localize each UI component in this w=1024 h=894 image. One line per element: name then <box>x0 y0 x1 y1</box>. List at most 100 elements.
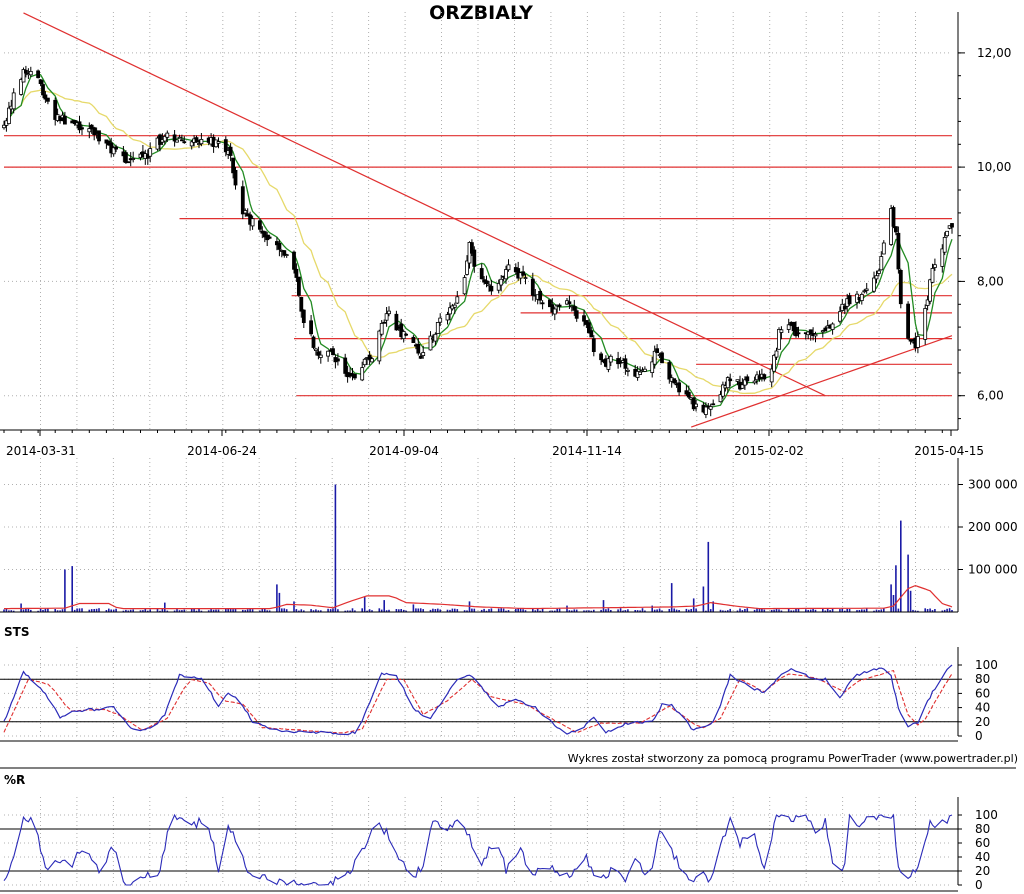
candle-body <box>898 269 903 305</box>
candle-body <box>379 322 384 335</box>
candle-body <box>677 382 681 393</box>
candle-body <box>925 299 930 306</box>
candle-body <box>445 314 450 321</box>
candle-body <box>589 330 594 338</box>
candle-body <box>830 323 835 330</box>
sts-signal-line <box>3 669 953 734</box>
candle-body <box>496 282 501 291</box>
candle-body <box>182 141 187 144</box>
candle-body <box>745 376 750 382</box>
candle-body <box>823 327 828 332</box>
candle-body <box>506 264 511 271</box>
candle-body <box>2 124 6 129</box>
candle-body <box>667 362 672 380</box>
y-tick-label: 80 <box>975 822 990 836</box>
candle-body <box>267 236 272 239</box>
axes-layer: 2014-03-31 2014-06-24 2014-09-04 2014-11-14… <box>0 12 1018 892</box>
candle-body <box>189 141 194 147</box>
candle-body <box>638 371 642 375</box>
candle-body <box>435 321 440 334</box>
candle-body <box>335 358 340 362</box>
candle-body <box>465 260 469 275</box>
candle-body <box>772 354 776 372</box>
candle-body <box>923 308 928 340</box>
x-tick-label: 2014-11-14 <box>552 444 622 458</box>
candle-body <box>233 169 238 186</box>
candle-body <box>874 275 879 280</box>
y-tick-label: 100 000 <box>968 563 1018 577</box>
x-tick-label: 2015-04-15 <box>914 444 984 458</box>
candle-body <box>660 352 664 364</box>
candle-body <box>77 121 82 131</box>
candle-body <box>58 116 62 122</box>
candle-body <box>643 368 647 372</box>
candle-body <box>752 380 757 384</box>
candle-body <box>367 354 372 360</box>
candle-body <box>284 254 289 257</box>
candle-body <box>691 397 696 410</box>
candle-body <box>655 348 659 354</box>
y-tick-label: 60 <box>975 686 990 700</box>
y-tick-label: 40 <box>975 850 990 864</box>
candle-body <box>243 210 248 214</box>
candle-body <box>7 107 11 124</box>
candle-body <box>416 343 421 354</box>
y-tick-label: 12,00 <box>977 46 1011 60</box>
candle-body <box>23 69 28 74</box>
x-tick-label: 2015-02-02 <box>734 444 804 458</box>
candle-body <box>404 333 409 336</box>
candle-body <box>842 306 847 310</box>
candle-body <box>352 373 357 379</box>
candle-body <box>292 251 296 270</box>
candle-body <box>950 223 954 228</box>
candle-body <box>257 220 262 230</box>
williams-r-panel-label: %R <box>4 773 25 787</box>
trend-line <box>691 335 953 428</box>
candle-body <box>411 336 416 343</box>
candle-body <box>933 264 937 268</box>
x-tick-label: 2014-09-04 <box>369 444 439 458</box>
candle-body <box>387 310 391 315</box>
candle-body <box>838 311 842 322</box>
candle-body <box>879 256 884 271</box>
candle-body <box>616 358 620 365</box>
candle-body <box>172 134 177 142</box>
candle-body <box>743 379 747 386</box>
candle-body <box>762 374 767 380</box>
candle-body <box>294 268 299 278</box>
candle-body <box>126 161 131 164</box>
candle-body <box>557 304 562 307</box>
candle-body <box>41 84 45 96</box>
candle-body <box>299 296 304 312</box>
y-tick-label: 6,00 <box>977 389 1004 403</box>
candle-body <box>735 379 740 382</box>
candle-body <box>177 136 182 139</box>
candle-body <box>725 377 730 389</box>
candle-body <box>791 321 796 332</box>
candle-body <box>540 302 545 305</box>
candle-body <box>489 285 494 292</box>
candle-body <box>199 138 204 145</box>
candle-body <box>399 323 404 337</box>
candle-body <box>572 306 577 311</box>
candle-body <box>240 186 245 215</box>
candle-body <box>891 207 896 227</box>
candle-body <box>89 124 94 130</box>
candle-body <box>538 290 542 301</box>
candle-body <box>881 242 886 255</box>
candle-body <box>916 336 920 348</box>
volume-panel <box>0 484 958 613</box>
candle-body <box>216 141 221 144</box>
candle-body <box>21 69 26 83</box>
candle-body <box>114 146 118 150</box>
candle-body <box>521 271 525 276</box>
candle-body <box>394 313 399 331</box>
candle-body <box>282 250 287 256</box>
candle-body <box>418 355 423 359</box>
candle-body <box>231 157 236 174</box>
candle-body <box>704 406 708 415</box>
candle-body <box>370 358 374 363</box>
candle-body <box>250 218 255 227</box>
